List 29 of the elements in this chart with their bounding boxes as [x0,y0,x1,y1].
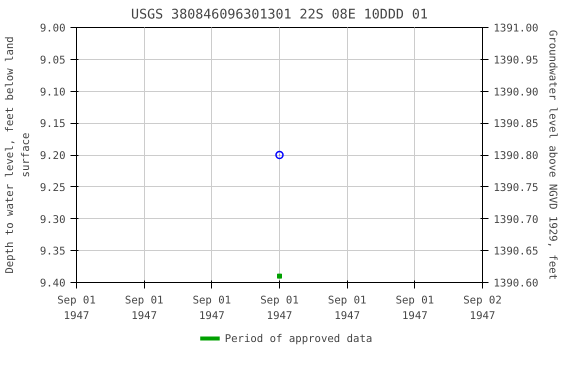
y2-tick-label: 1390.60 [494,276,538,290]
chart-title: USGS 380846096301301 22S 08E 10DDD 01 [131,8,428,22]
y-tick-label: 9.00 [40,22,66,34]
y-tick-label: 9.20 [40,149,66,162]
y-axis-title: Depth to water level, feet below land surface [3,36,32,274]
y-tick-label: 9.25 [40,180,66,194]
y-tick-label: 9.05 [40,53,66,66]
y2-axis-title: Groundwater level above NGVD 1929, feet [546,30,560,280]
y2-tick-label: 1391.00 [494,22,538,34]
x-tick-label: Sep 01 1947 [57,294,96,322]
x-tick-label: Sep 01 1947 [396,294,434,322]
legend-label: Period of approved data [224,332,372,344]
y2-tick-label: 1390.95 [494,53,538,66]
x-tick-label: Sep 02 1947 [463,294,502,322]
x-tick-label: Sep 01 1947 [260,294,299,322]
x-tick-label: Sep 01 1947 [328,294,366,322]
x-tick-label: Sep 01 1947 [192,294,232,322]
x-tick-label: Sep 01 1947 [124,294,164,322]
y-tick-label: 9.35 [40,244,66,258]
y2-tick-label: 1390.65 [494,244,538,258]
y-tick-label: 9.40 [40,276,66,290]
y2-tick-label: 1390.80 [494,149,538,162]
y2-tick-label: 1390.75 [494,180,538,194]
y2-tick-label: 1390.90 [494,85,538,98]
y-tick-label: 9.15 [40,117,66,130]
y2-tick-label: 1390.85 [494,117,538,130]
y-tick-label: 9.10 [40,85,66,98]
y2-tick-label: 1390.70 [494,212,538,226]
y-tick-label: 9.30 [40,212,66,226]
